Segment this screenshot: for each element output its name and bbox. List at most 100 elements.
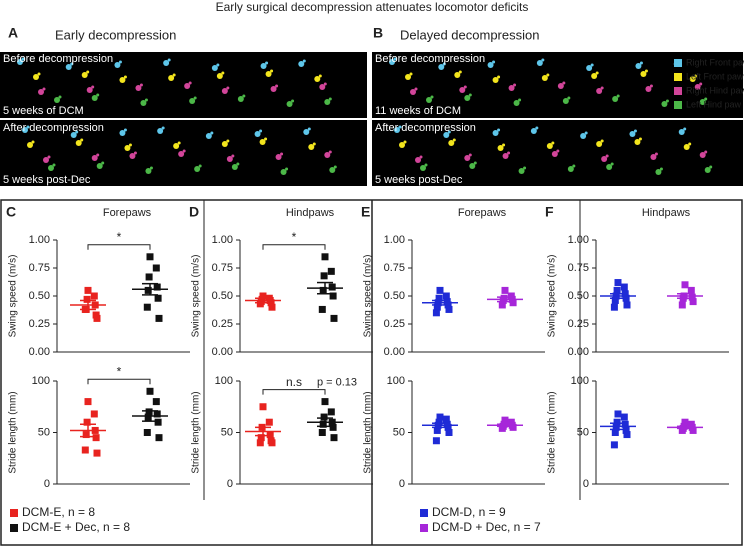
data-point: [155, 434, 163, 442]
annotation: *: [292, 230, 297, 244]
paw-print: [606, 164, 613, 170]
paw-print: [172, 73, 176, 77]
legend-swatch: [420, 509, 428, 517]
paw-print: [43, 157, 49, 163]
paw-print: [91, 95, 98, 101]
y-tick-label: 1.00: [384, 234, 405, 246]
data-point: [153, 410, 161, 418]
data-point: [153, 283, 161, 291]
data-point: [444, 423, 452, 431]
paw-print: [556, 149, 560, 153]
paw-print: [275, 154, 282, 160]
paw-print: [135, 85, 142, 91]
paw-print: [205, 133, 212, 139]
annotation: n.s: [286, 375, 302, 389]
paw-print: [81, 72, 88, 78]
image-caption: After decompression: [375, 122, 476, 134]
data-point: [155, 314, 163, 322]
paw-print: [308, 144, 315, 150]
data-point: [143, 429, 151, 436]
data-point: [92, 434, 100, 442]
paw-print: [58, 95, 62, 99]
data-point: [432, 437, 440, 445]
paw-print: [96, 163, 103, 169]
paw-print: [22, 127, 28, 133]
data-point: [321, 253, 329, 261]
y-tick-label: 0.25: [568, 318, 589, 330]
paw-print: [291, 99, 295, 103]
y-axis-label: Stride length (mm): [191, 391, 202, 473]
error-bar: [317, 281, 333, 295]
data-point: [501, 286, 509, 294]
paw-print: [178, 151, 185, 157]
data-point: [83, 295, 91, 303]
data-point: [320, 413, 328, 421]
paw-print: [502, 143, 506, 147]
y-tick-label: 0.50: [29, 290, 50, 302]
data-point: [257, 434, 265, 442]
data-point: [498, 424, 506, 432]
paw-print: [507, 151, 511, 155]
data-point: [318, 305, 326, 313]
error-bar: [610, 293, 626, 299]
paw-print: [409, 72, 413, 76]
paw-print: [452, 138, 456, 142]
error-bar: [255, 426, 271, 437]
data-point: [622, 294, 630, 302]
chart-title: Hindpaws: [286, 207, 335, 219]
paw-print: [595, 71, 599, 75]
data-point: [144, 413, 152, 421]
data-point: [329, 292, 337, 300]
data-point: [152, 264, 160, 272]
data-point: [265, 418, 273, 426]
data-point: [433, 303, 441, 311]
paw-print: [157, 128, 164, 134]
paw-print: [629, 131, 636, 137]
image-caption: 5 weeks post-Dec: [3, 174, 91, 186]
data-point: [445, 429, 453, 436]
paw-print: [415, 157, 421, 163]
paw-print: [661, 101, 668, 107]
y-tick-label: 0: [227, 478, 233, 490]
data-point: [610, 303, 618, 311]
data-point: [90, 410, 98, 418]
paw-print: [616, 94, 620, 98]
paw-print: [546, 143, 553, 149]
paw-print: [226, 156, 233, 162]
paw-print: [612, 96, 619, 102]
panel-label: A: [8, 25, 18, 41]
error-bar: [497, 296, 513, 303]
paw-print: [694, 84, 701, 90]
data-point: [320, 272, 328, 280]
data-point: [93, 449, 101, 457]
paw-print: [194, 166, 201, 172]
paw-print: [96, 153, 100, 157]
y-tick-label: 0: [44, 478, 50, 490]
paw-print: [163, 60, 170, 66]
paw-print: [694, 74, 698, 78]
data-point: [327, 267, 335, 275]
paw-print: [144, 98, 148, 102]
legend-swatch: [674, 101, 682, 109]
paw-print: [572, 164, 576, 168]
paw-print: [562, 98, 569, 104]
paw-print: [635, 63, 642, 69]
paw-print: [48, 165, 54, 171]
annotation: p = 0.13: [317, 377, 357, 389]
paw-print: [75, 140, 82, 146]
data-point: [256, 439, 264, 447]
data-point: [442, 415, 450, 423]
paw-print: [683, 127, 687, 131]
paw-print: [184, 83, 191, 89]
gait-image: [0, 52, 367, 118]
data-point: [82, 431, 90, 439]
paw-print: [649, 84, 653, 88]
y-tick-label: 0.25: [384, 318, 405, 330]
legend-swatch: [10, 509, 18, 517]
paw-print: [231, 154, 235, 158]
paw-print: [639, 61, 643, 65]
paw-print: [447, 130, 451, 134]
paw-print: [454, 72, 461, 78]
data-point: [442, 292, 450, 300]
paw-print: [502, 153, 509, 159]
